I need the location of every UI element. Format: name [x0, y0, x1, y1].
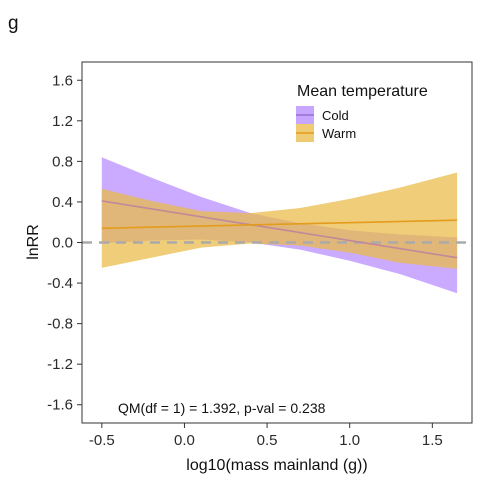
y-tick-label: -0.8	[47, 316, 73, 333]
y-tick-label: 0.4	[52, 194, 73, 211]
panel-label: g	[8, 13, 19, 34]
x-tick-label: 0.0	[174, 432, 195, 449]
legend-entry-warm: Warm	[296, 124, 356, 142]
legend-entry-cold: Cold	[296, 106, 349, 124]
y-tick-label: -0.4	[47, 275, 73, 292]
regression-lines	[101, 200, 458, 259]
legend-label-warm: Warm	[322, 126, 356, 141]
y-tick-label: -1.2	[47, 356, 73, 373]
ci-band-warm	[101, 172, 458, 269]
x-axis-title: log10(mass mainland (g))	[186, 457, 367, 474]
x-tick-label: -0.5	[89, 432, 115, 449]
y-tick-label: 0.0	[52, 235, 73, 252]
x-axis: -0.5 0.0 0.5 1.0 1.5	[89, 423, 443, 449]
y-tick-label: 1.2	[52, 113, 73, 130]
legend-label-cold: Cold	[322, 108, 349, 123]
y-axis: 1.6 1.2 0.8 0.4 0.0 -0.4 -0.8 -1.2 -1.6	[47, 72, 82, 414]
regression-line-warm	[101, 219, 458, 230]
x-tick-label: 1.0	[339, 432, 360, 449]
y-axis-title: lnRR	[25, 224, 42, 260]
y-tick-label: -1.6	[47, 397, 73, 414]
x-tick-label: 1.5	[422, 432, 443, 449]
y-tick-label: 0.8	[52, 153, 73, 170]
regression-line-cold	[101, 200, 458, 259]
model-annotation: QM(df = 1) = 1.392, p-val = 0.238	[118, 400, 326, 416]
confidence-bands	[101, 157, 458, 294]
legend-title: Mean temperature	[297, 83, 428, 100]
x-tick-label: 0.5	[257, 432, 278, 449]
plot-area	[81, 61, 473, 424]
y-tick-label: 1.6	[52, 72, 73, 89]
legend: Mean temperature Cold Warm	[296, 83, 428, 142]
